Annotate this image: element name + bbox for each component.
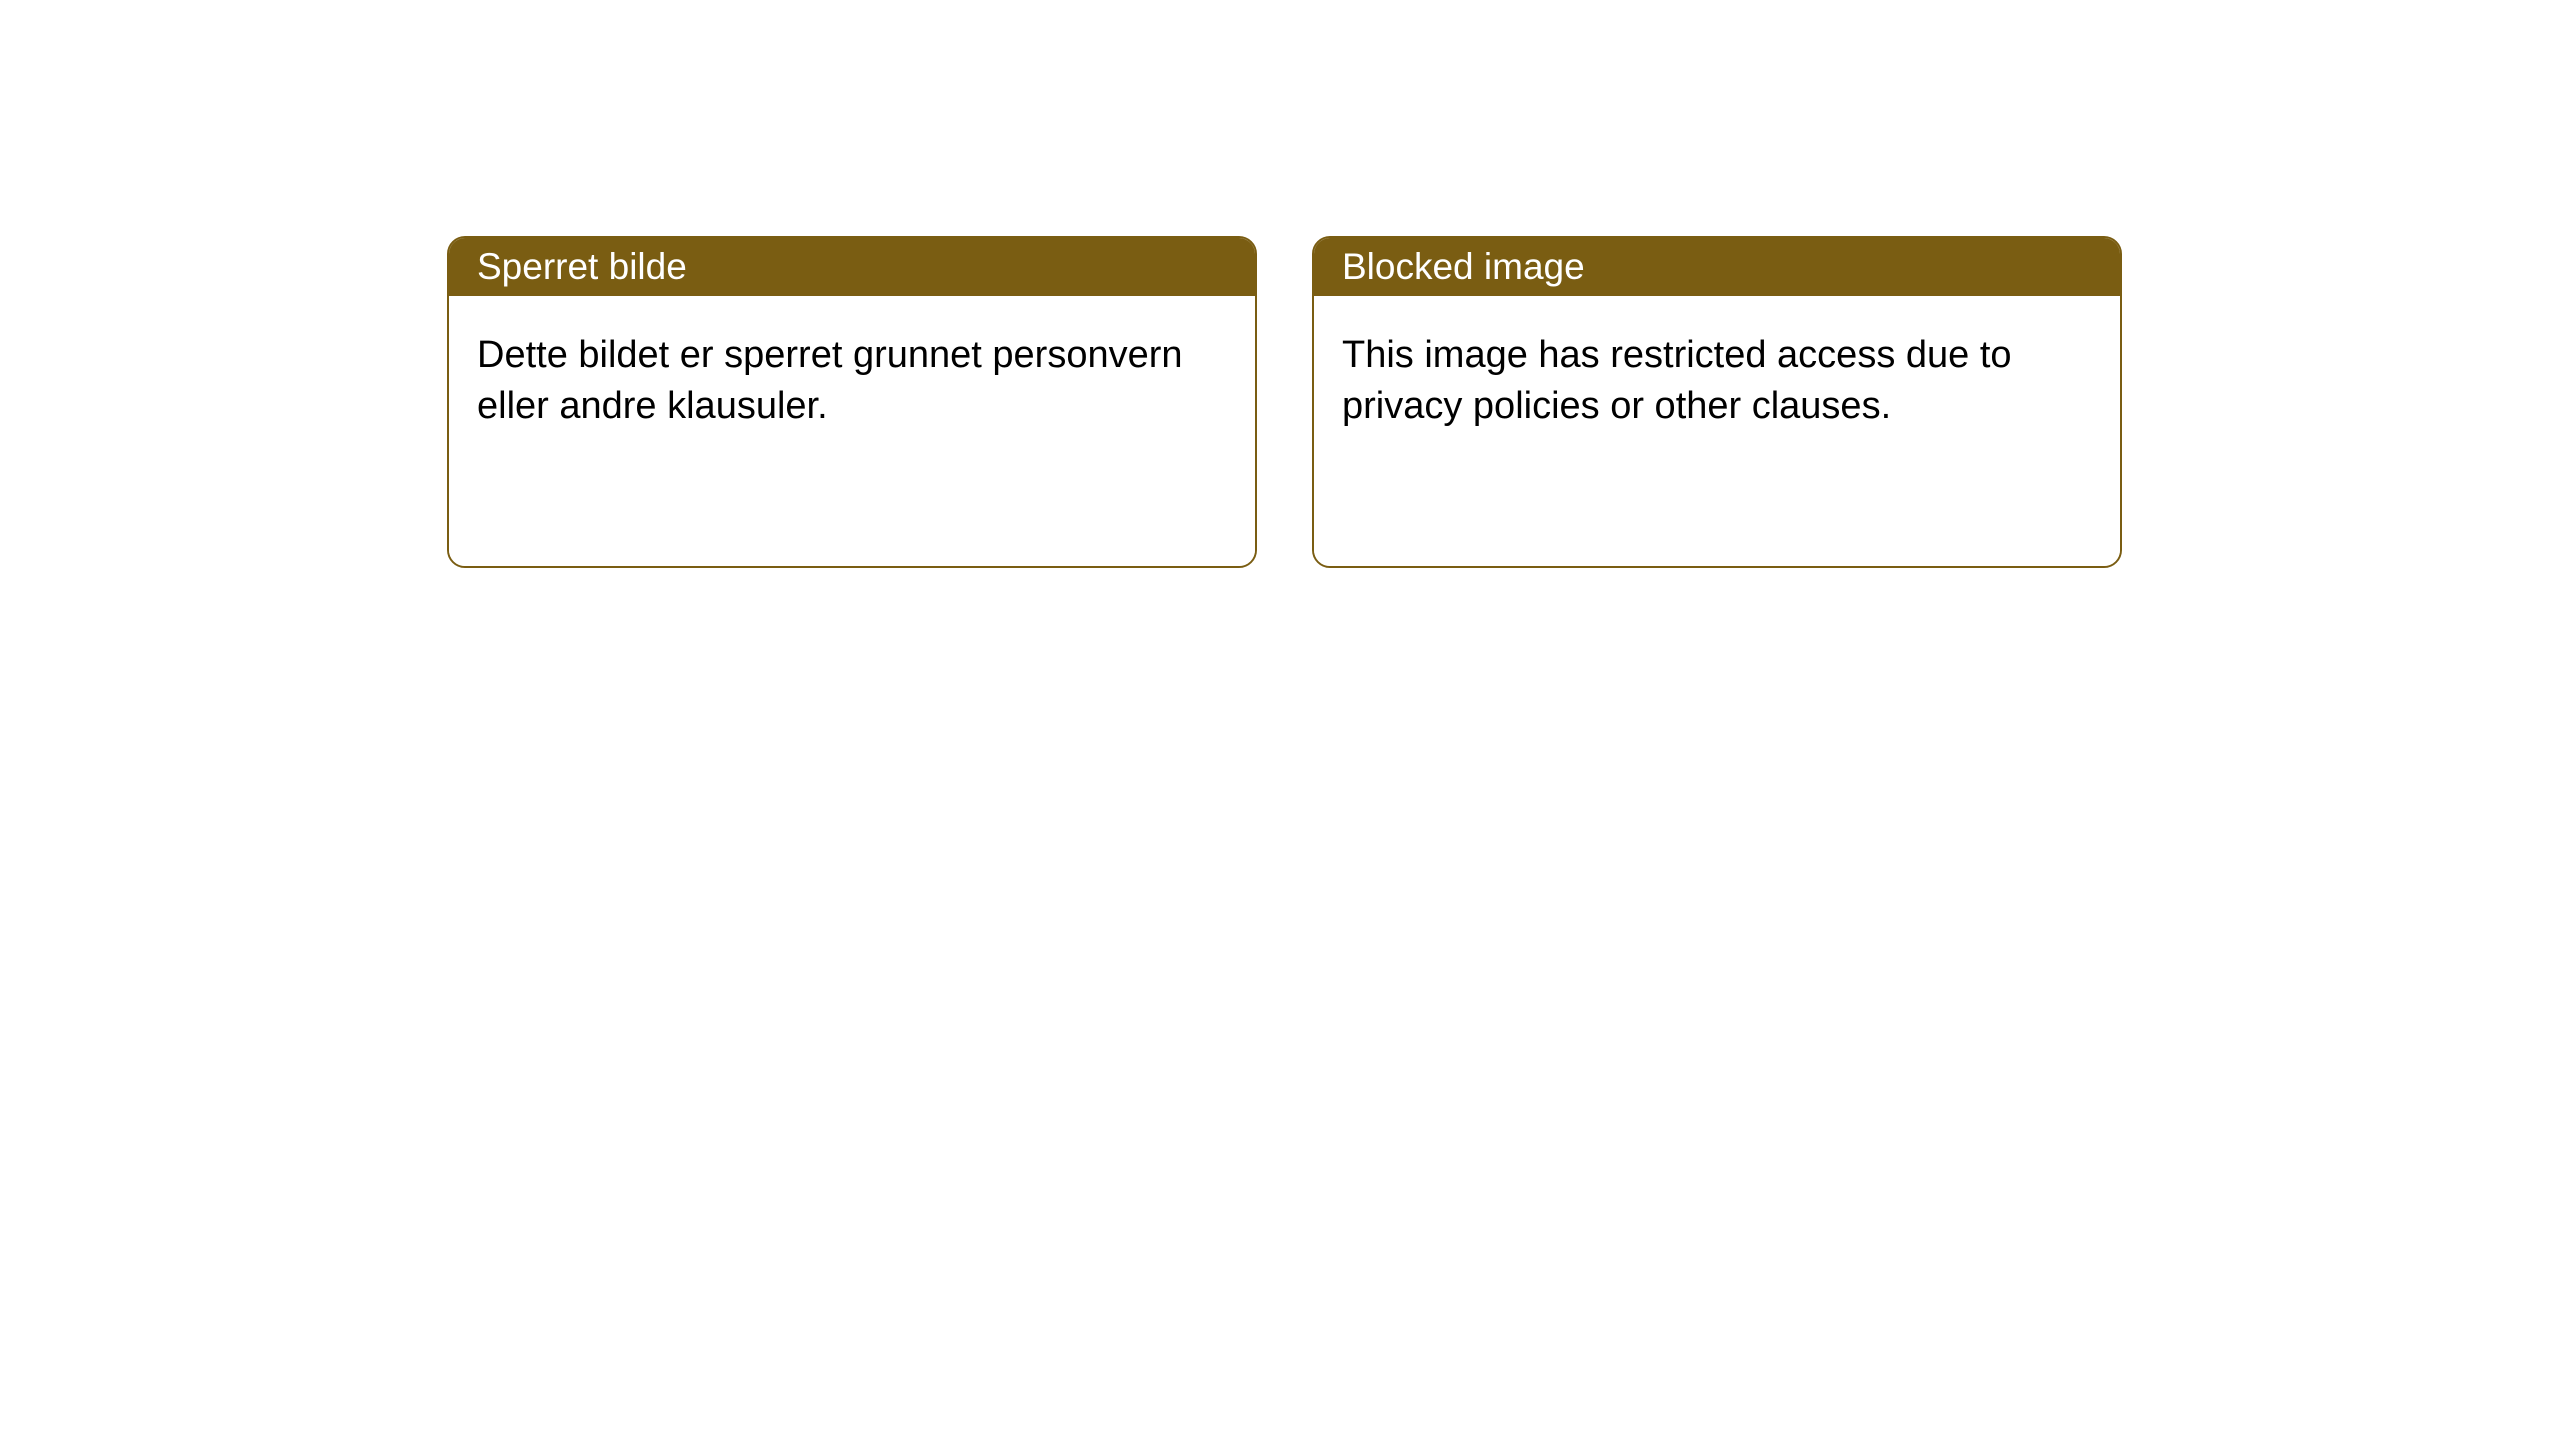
card-title: Sperret bilde (477, 246, 687, 288)
card-header: Blocked image (1314, 238, 2120, 296)
card-body-text: This image has restricted access due to … (1342, 334, 2012, 427)
card-body: This image has restricted access due to … (1314, 296, 2120, 566)
card-body: Dette bildet er sperret grunnet personve… (449, 296, 1255, 566)
notice-card-english: Blocked image This image has restricted … (1312, 236, 2122, 568)
card-body-text: Dette bildet er sperret grunnet personve… (477, 334, 1183, 427)
notice-card-norwegian: Sperret bilde Dette bildet er sperret gr… (447, 236, 1257, 568)
card-title: Blocked image (1342, 246, 1585, 288)
notice-container: Sperret bilde Dette bildet er sperret gr… (0, 0, 2560, 568)
card-header: Sperret bilde (449, 238, 1255, 296)
